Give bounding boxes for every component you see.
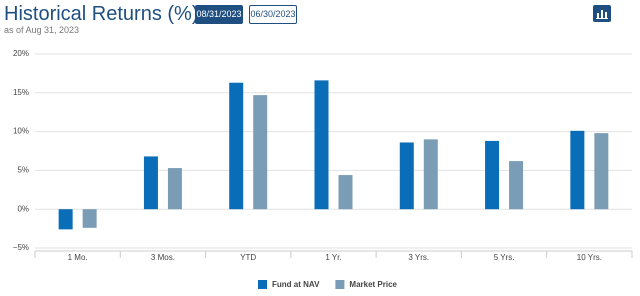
bar (58, 209, 73, 230)
as-of: as of Aug 31, 2023 (4, 25, 80, 35)
bar (423, 139, 438, 210)
x-tick-label: 3 Yrs. (408, 253, 429, 262)
bar (399, 142, 414, 210)
x-tick-label: 1 Yr. (325, 253, 341, 262)
legend-swatch (258, 280, 267, 289)
bar (82, 209, 97, 228)
y-tick-label: 20% (13, 49, 29, 58)
bar (485, 140, 500, 210)
chart-toggle[interactable] (593, 5, 611, 22)
icon (596, 10, 608, 19)
bar (167, 168, 182, 210)
x-tick-label: 3 Mos. (151, 253, 175, 262)
date-button[interactable]: 08/31/2023 (195, 5, 243, 24)
date-button[interactable]: 06/30/2023 (249, 5, 297, 24)
legend-label: Market Price (349, 280, 397, 289)
y-tick-label: 5% (17, 166, 29, 175)
bar (509, 161, 524, 210)
bar (338, 175, 353, 210)
x-tick-label: 10 Yrs. (577, 253, 602, 262)
bar (570, 130, 585, 210)
bar (143, 156, 158, 210)
bar (253, 95, 268, 210)
bar (594, 133, 609, 210)
y-tick-label: 0% (17, 204, 29, 213)
legend-swatch (335, 280, 345, 289)
bar (314, 80, 329, 210)
legend-label: Fund at NAV (272, 280, 320, 289)
x-tick-label: YTD (240, 253, 256, 262)
y-tick-label: 10% (13, 127, 29, 136)
x-tick-label: 1 Mo. (68, 253, 88, 262)
y-tick-label: 15% (13, 88, 29, 97)
y-tick-label: −5% (13, 243, 29, 252)
x-tick-label: 5 Yrs. (494, 253, 515, 262)
title: Historical Returns (%) (4, 3, 199, 25)
bar (229, 82, 244, 210)
